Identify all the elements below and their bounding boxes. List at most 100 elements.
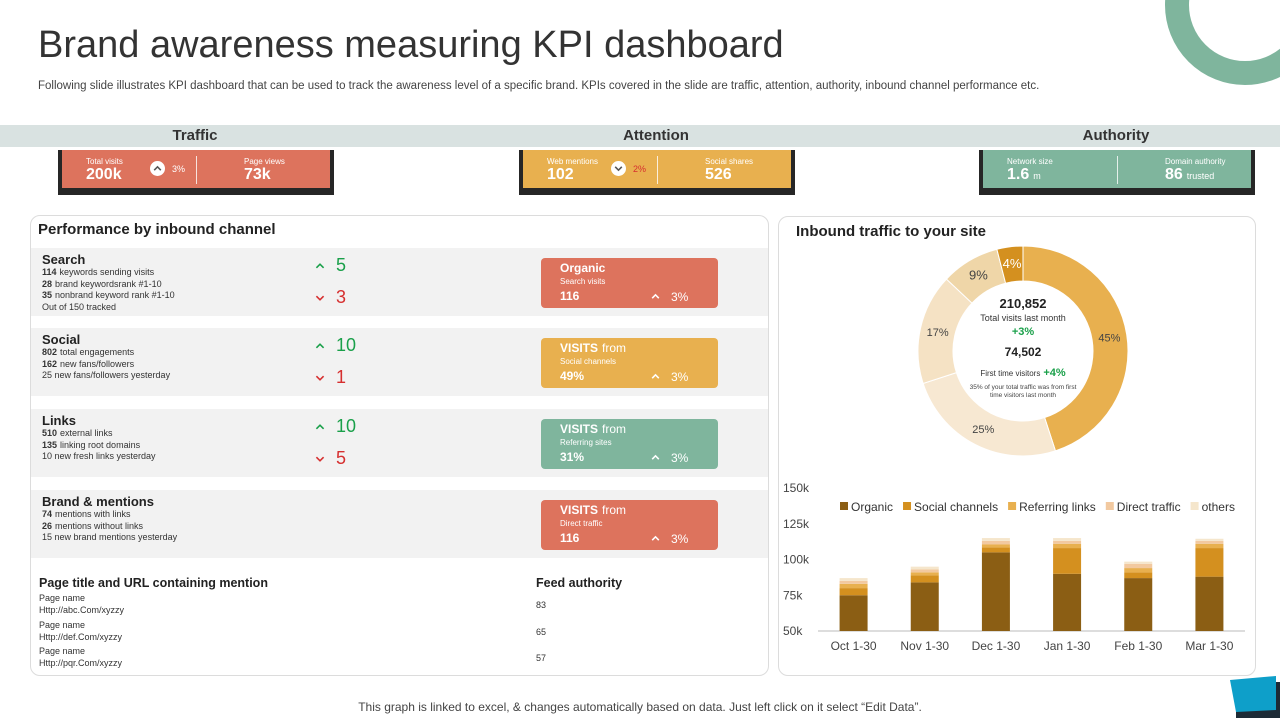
slice-label: 17% (927, 327, 949, 339)
card-value: 116 (560, 289, 580, 303)
arrow-shape (651, 293, 660, 299)
channel-card: VISITS from Direct traffic 116 3% (541, 500, 718, 550)
kpi-number: 1.6 (1007, 166, 1030, 183)
channel-line: 162 new fans/followers (42, 359, 134, 369)
channel-name: Search (42, 252, 86, 267)
arrow-shape (315, 295, 325, 301)
legend-swatch (840, 502, 848, 510)
change-icon (150, 161, 165, 176)
kpi-label: Web mentions (547, 157, 598, 166)
kpi-change: 3% (172, 164, 186, 174)
arrow-shape (651, 373, 660, 379)
line-text: brand keywordsrank #1-10 (55, 278, 162, 289)
legend-label: others (1202, 500, 1235, 514)
legend-swatch (1190, 502, 1199, 510)
kpi-divider (1117, 156, 1118, 184)
bar-segment (981, 544, 1010, 548)
chart-title: Inbound traffic to your site (796, 223, 986, 240)
kpi-card: Web mentions 102 Social shares 526 2% (523, 150, 791, 188)
line-text: mentions with links (55, 509, 131, 519)
bar-segment (981, 547, 1010, 553)
legend-label: Referring links (1019, 500, 1096, 514)
panel-title: Performance by inbound channel (38, 221, 276, 238)
channel-line: 26 mentions without links (42, 521, 143, 531)
channel-card: VISITS from Social channels 49% 3% (541, 338, 718, 388)
card-title-main: Organic (560, 261, 606, 275)
line-number: 74 (42, 509, 53, 519)
line-text: nonbrand keyword rank #1-10 (55, 290, 175, 300)
slice-label: 45% (1098, 332, 1120, 344)
kpi-label: Total visits (86, 157, 123, 166)
line-text: linking root domains (60, 439, 141, 450)
x-tick-label: Dec 1-30 (972, 639, 1021, 653)
page-name: Page name (39, 646, 86, 656)
y-tick-label: 125k (783, 517, 810, 531)
y-tick-label: 150k (783, 481, 810, 495)
y-tick-label: 75k (783, 588, 803, 602)
legend-label: Direct traffic (1117, 500, 1181, 514)
line-text: total engagements (60, 347, 135, 357)
bar-segment (1195, 576, 1224, 631)
bar-segment (981, 540, 1010, 545)
feed-authority: 57 (536, 653, 547, 663)
page-name: Page name (39, 619, 86, 630)
slice-label: 25% (972, 424, 994, 436)
kpi-unit: m (1033, 171, 1041, 181)
kpi-divider (196, 156, 197, 184)
line-text: Out of 150 tracked (42, 301, 117, 312)
channel-line: 35 nonbrand keyword rank #1-10 (42, 290, 175, 300)
feed-authority: 65 (536, 626, 547, 637)
bar-segment (910, 582, 939, 631)
legend-swatch (903, 502, 912, 510)
x-tick-label: Mar 1-30 (1185, 639, 1233, 653)
center-total: 210,852 (1000, 296, 1047, 311)
bar-segment (910, 575, 939, 583)
card-subtitle: Social channels (560, 357, 617, 366)
decor-ring (1165, 0, 1280, 85)
center-note-box: 35% of your total traffic was from first… (970, 384, 1077, 399)
card-change: 3% (671, 532, 689, 546)
arrow-shape (315, 263, 325, 269)
card-subtitle: Search visits (560, 277, 606, 286)
trend-value: 5 (336, 448, 347, 468)
line-number: 510 (42, 428, 58, 438)
card-change: 3% (671, 451, 689, 465)
line-text: external links (60, 428, 113, 438)
card-value: 116 (560, 531, 580, 545)
bar-segment (1195, 548, 1224, 577)
card-value: 49% (560, 369, 585, 383)
line-text: 10 new fresh links yesterday (42, 451, 156, 461)
bar-segment (1195, 538, 1224, 541)
bar-segment (910, 566, 939, 570)
y-tick-label: 100k (783, 553, 810, 567)
slice-label: 4% (1003, 256, 1022, 271)
kpi-change: 2% (633, 164, 647, 174)
change-icon (611, 161, 626, 176)
first-change: +4% (1043, 367, 1066, 379)
bar-segment (839, 595, 868, 631)
arrow-down (614, 166, 623, 172)
bar-segment (1124, 563, 1153, 569)
bar-segment (1124, 578, 1153, 631)
arrow-up (651, 293, 660, 299)
kpi-divider (657, 156, 658, 184)
table-header: Page title and URL containing mention (39, 576, 268, 590)
arrow-up (315, 263, 325, 269)
footer: This graph is linked to excel, & changes… (358, 700, 922, 714)
subtitle: Following slide illustrates KPI dashboar… (38, 80, 1040, 92)
kpi-value: 73k (244, 166, 271, 184)
kpi-label: Domain authority (1165, 157, 1226, 166)
line-text: mentions without links (55, 520, 144, 531)
channel-line: 74 mentions with links (42, 509, 131, 519)
bar-segment (910, 572, 939, 576)
channel-name: Social (42, 332, 81, 347)
trend-value: 10 (336, 416, 357, 436)
arrow-shape (153, 165, 162, 171)
line-text: 15 new brand mentions yesterday (42, 532, 178, 542)
card-title: VISITS from (560, 503, 626, 517)
kpi-value: 86 trusted (1165, 166, 1214, 184)
trend-value: 3 (336, 287, 347, 307)
channel-line: 28 brand keywordsrank #1-10 (42, 279, 162, 289)
card-change: 3% (671, 290, 689, 304)
